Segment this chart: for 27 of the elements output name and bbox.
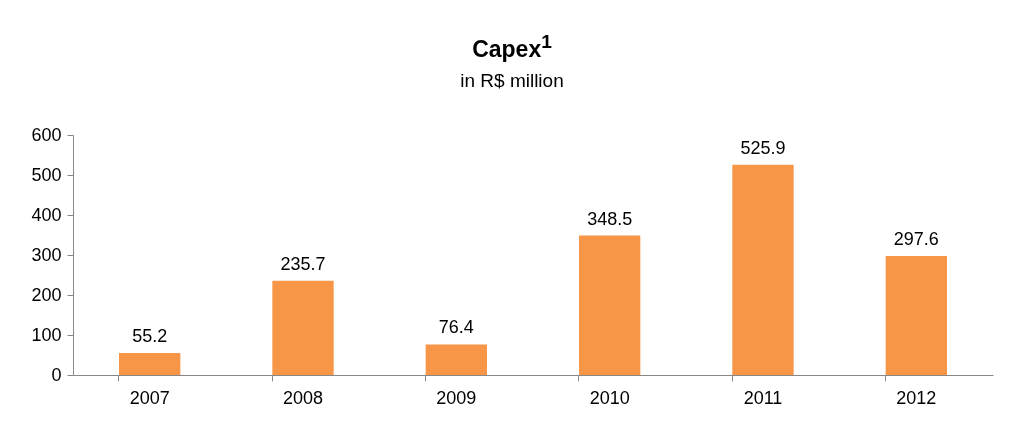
x-tick-label: 2010 bbox=[589, 387, 630, 408]
data-label: 235.7 bbox=[280, 253, 326, 274]
data-label: 55.2 bbox=[132, 325, 168, 346]
bar bbox=[119, 352, 181, 375]
bar bbox=[885, 255, 947, 375]
chart-title: Capex$^{1}$ bbox=[471, 30, 553, 63]
bar bbox=[425, 344, 487, 375]
bar bbox=[732, 164, 794, 375]
y-tick-label: 500 bbox=[31, 164, 62, 185]
y-tick-label: 200 bbox=[31, 284, 62, 305]
bar bbox=[579, 235, 641, 375]
data-label: 348.5 bbox=[587, 208, 633, 229]
data-label: 297.6 bbox=[893, 228, 939, 249]
y-tick-label: 600 bbox=[31, 124, 62, 145]
bar bbox=[272, 280, 334, 375]
y-tick-label: 300 bbox=[31, 244, 62, 265]
data-label: 76.4 bbox=[438, 317, 474, 338]
x-tick-label: 2012 bbox=[896, 387, 937, 408]
x-tick-label: 2009 bbox=[436, 387, 477, 408]
x-tick-label: 2008 bbox=[282, 387, 324, 408]
data-label: 525.9 bbox=[740, 137, 786, 158]
y-tick-label: 0 bbox=[51, 364, 62, 385]
y-tick-label: 100 bbox=[31, 324, 62, 345]
y-tick-label: 400 bbox=[31, 204, 62, 225]
chart-subtitle: in R$ million bbox=[459, 68, 565, 93]
x-tick-label: 2011 bbox=[743, 387, 783, 408]
x-tick-label: 2007 bbox=[129, 387, 170, 408]
